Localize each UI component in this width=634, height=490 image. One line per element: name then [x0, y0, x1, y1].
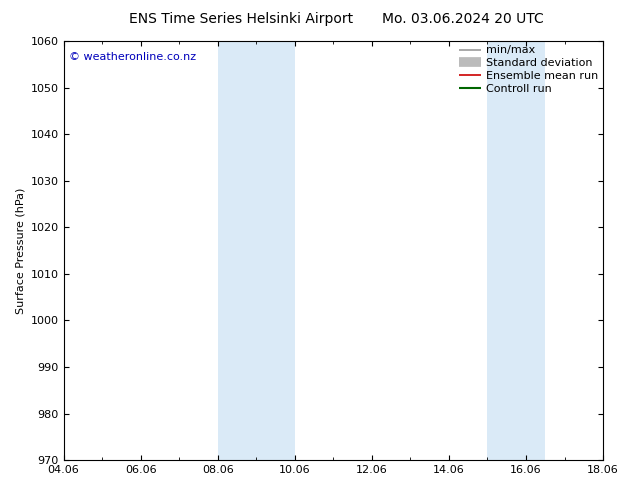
Bar	[217, 41, 295, 460]
Text: ENS Time Series Helsinki Airport: ENS Time Series Helsinki Airport	[129, 12, 353, 26]
Legend: min/max, Standard deviation, Ensemble mean run, Controll run: min/max, Standard deviation, Ensemble me…	[456, 43, 601, 96]
Y-axis label: Surface Pressure (hPa): Surface Pressure (hPa)	[15, 187, 25, 314]
Bar	[488, 41, 545, 460]
Text: © weatheronline.co.nz: © weatheronline.co.nz	[69, 51, 196, 62]
Text: Mo. 03.06.2024 20 UTC: Mo. 03.06.2024 20 UTC	[382, 12, 544, 26]
